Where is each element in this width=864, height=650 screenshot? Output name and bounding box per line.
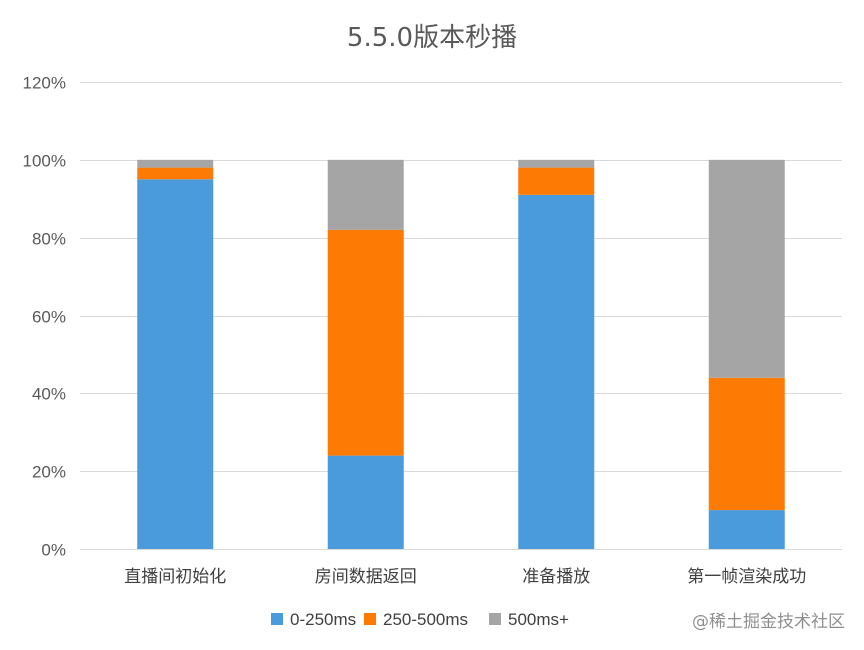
x-axis-categories: 直播间初始化 房间数据返回 准备播放 第一帧渲染成功 (124, 567, 806, 587)
legend-label: 0-250ms (290, 610, 356, 629)
legend-swatch (364, 613, 376, 625)
bar-segment-2-0 (518, 194, 595, 549)
bar-segment-1-0 (327, 455, 404, 549)
y-tick-label: 100% (23, 152, 66, 171)
y-tick-label: 20% (32, 463, 66, 482)
y-tick-label: 0% (41, 541, 66, 560)
bar-segment-1-2 (327, 159, 404, 230)
y-tick-label: 120% (23, 74, 66, 93)
x-category-label: 第一帧渲染成功 (687, 567, 806, 587)
bar-segment-0-2 (137, 159, 214, 168)
y-tick-label: 80% (32, 230, 66, 249)
legend-swatch (489, 613, 501, 625)
chart-title: 5.5.0版本秒播 (347, 23, 517, 53)
x-category-label: 直播间初始化 (124, 567, 226, 587)
y-tick-label: 40% (32, 385, 66, 404)
bar-segment-3-1 (708, 377, 785, 511)
x-category-label: 房间数据返回 (315, 567, 417, 587)
bar-segment-2-1 (518, 167, 595, 195)
bar-segment-1-1 (327, 229, 404, 456)
legend: 0-250ms 250-500ms 500ms+ (271, 610, 569, 629)
x-category-label: 准备播放 (522, 567, 590, 587)
bar-segment-3-2 (708, 159, 785, 378)
y-tick-label: 60% (32, 308, 66, 327)
legend-label: 500ms+ (508, 610, 569, 629)
y-axis-ticks: 0% 20% 40% 60% 80% 100% 120% (23, 74, 66, 560)
watermark: @稀土掘金技术社区 (692, 612, 845, 632)
bar-segment-3-0 (708, 510, 785, 549)
legend-label: 250-500ms (383, 610, 468, 629)
bar-segment-0-1 (137, 167, 214, 180)
legend-swatch (271, 613, 283, 625)
bars (137, 159, 785, 549)
bar-segment-2-2 (518, 159, 595, 168)
bar-segment-0-0 (137, 179, 214, 549)
